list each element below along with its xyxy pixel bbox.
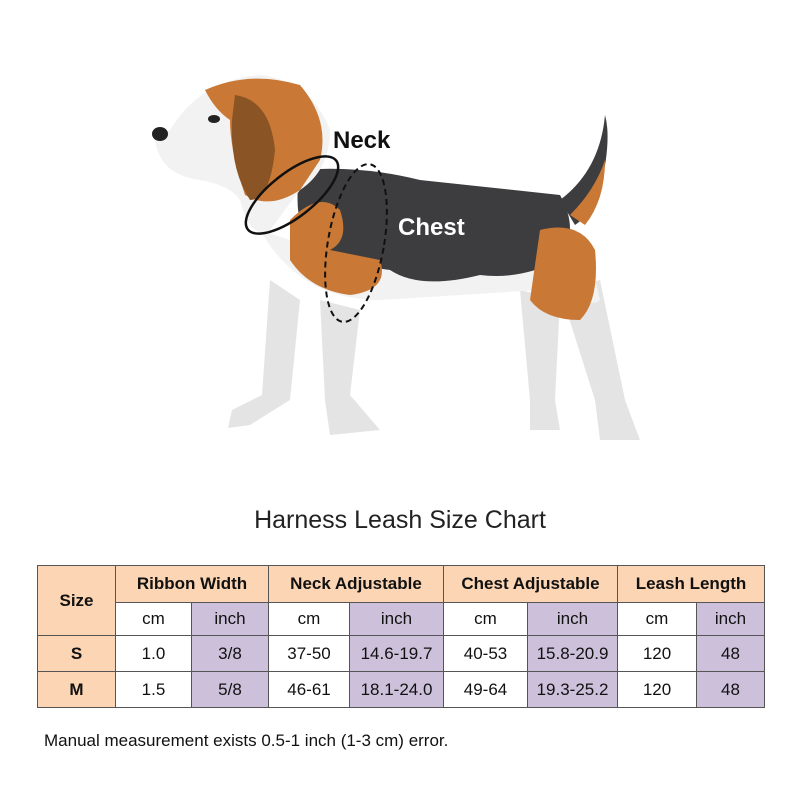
value-cell: 1.5 (115, 671, 192, 708)
unit-cell: cm (443, 602, 528, 636)
size-header: Size (37, 565, 116, 636)
value-cell: 3/8 (191, 635, 269, 672)
unit-cell: inch (527, 602, 618, 636)
size-cell: M (37, 671, 116, 708)
value-cell: 1.0 (115, 635, 192, 672)
value-cell: 37-50 (268, 635, 350, 672)
value-cell: 18.1-24.0 (349, 671, 444, 708)
value-cell: 48 (696, 671, 765, 708)
unit-cell: cm (617, 602, 697, 636)
header-row: Size Ribbon Width Neck Adjustable Chest … (37, 565, 765, 636)
group-header: Neck Adjustable (268, 565, 444, 603)
table-row: S 1.0 3/8 37-50 14.6-19.7 40-53 15.8-20.… (37, 635, 765, 672)
value-cell: 40-53 (443, 635, 528, 672)
value-cell: 14.6-19.7 (349, 635, 444, 672)
value-cell: 15.8-20.9 (527, 635, 618, 672)
table-row: M 1.5 5/8 46-61 18.1-24.0 49-64 19.3-25.… (37, 671, 765, 708)
value-cell: 48 (696, 635, 765, 672)
chest-label: Chest (398, 214, 465, 241)
dog-illustration: Neck Chest (152, 75, 640, 440)
value-cell: 46-61 (268, 671, 350, 708)
unit-row: cm inch cm inch cm inch cm inch (38, 602, 765, 636)
value-cell: 120 (617, 635, 697, 672)
value-cell: 19.3-25.2 (527, 671, 618, 708)
measurement-note: Manual measurement exists 0.5-1 inch (1-… (44, 731, 449, 750)
chart-title: Harness Leash Size Chart (254, 506, 546, 534)
group-header: Leash Length (617, 565, 765, 603)
value-cell: 5/8 (191, 671, 269, 708)
group-header: Chest Adjustable (443, 565, 618, 603)
neck-label: Neck (333, 127, 391, 154)
size-table: Size Ribbon Width Neck Adjustable Chest … (37, 565, 765, 708)
unit-cell: inch (349, 602, 444, 636)
value-cell: 49-64 (443, 671, 528, 708)
group-header: Ribbon Width (115, 565, 269, 603)
unit-cell: inch (696, 602, 765, 636)
unit-cell: inch (191, 602, 269, 636)
value-cell: 120 (617, 671, 697, 708)
unit-cell: cm (268, 602, 350, 636)
unit-cell: cm (115, 602, 192, 636)
size-cell: S (37, 635, 116, 672)
